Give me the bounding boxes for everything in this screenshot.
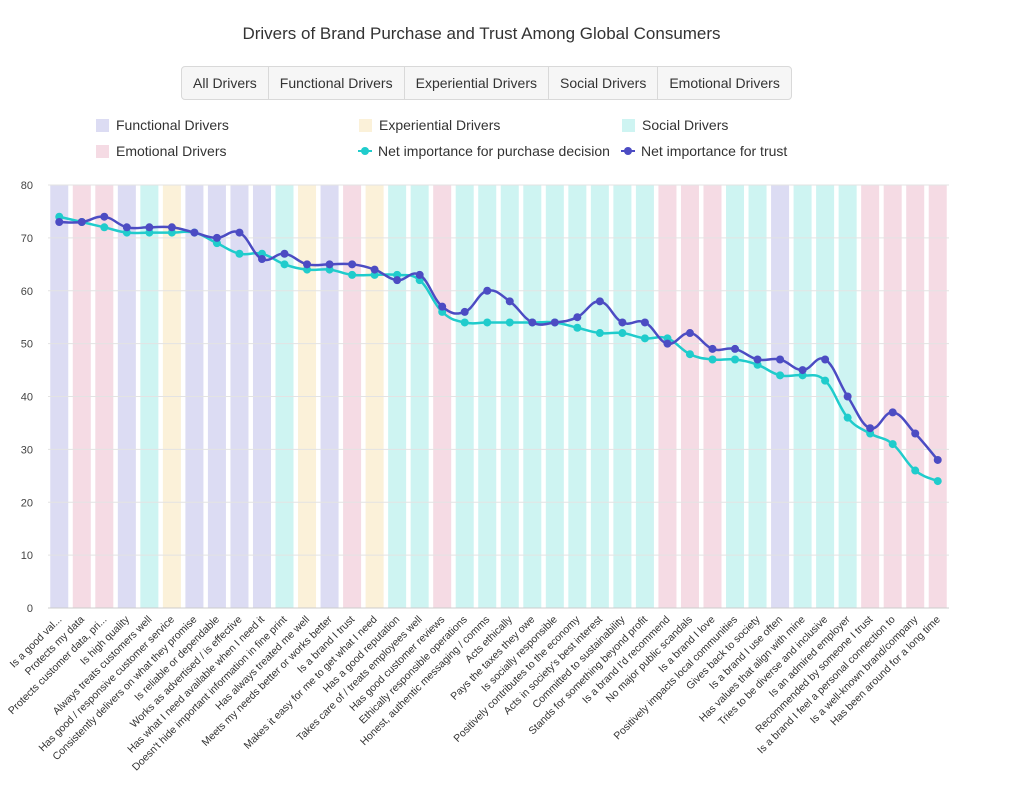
legend-symbol-trust <box>621 144 635 158</box>
trust-data-point <box>460 307 469 316</box>
trust-data-point <box>821 355 830 364</box>
trust-data-point <box>303 260 312 269</box>
purchase-data-point <box>933 477 942 486</box>
chart-title: Drivers of Brand Purchase and Trust Amon… <box>242 24 721 43</box>
legend-functional[interactable]: Functional Drivers <box>96 116 229 134</box>
driver-filter-tabs: All Drivers Functional Drivers Experient… <box>181 66 792 100</box>
purchase-data-point <box>595 329 604 338</box>
trust-data-point <box>348 260 357 269</box>
trust-data-point <box>438 302 447 311</box>
y-tick-label: 50 <box>21 339 33 351</box>
legend-emotional[interactable]: Emotional Drivers <box>96 142 226 160</box>
trust-data-point <box>866 424 875 433</box>
tab-all-drivers[interactable]: All Drivers <box>182 67 269 99</box>
trust-data-point <box>190 228 199 237</box>
purchase-data-point <box>911 466 920 475</box>
legend-label-experiential: Experiential Drivers <box>379 117 501 133</box>
trust-data-point <box>911 429 920 438</box>
trust-data-point <box>753 355 762 364</box>
trust-data-point <box>393 276 402 285</box>
trust-data-point <box>325 260 334 269</box>
y-tick-label: 20 <box>21 497 33 509</box>
y-tick-label: 80 <box>21 180 33 192</box>
trust-data-point <box>798 366 807 375</box>
trust-data-point <box>483 286 492 295</box>
purchase-data-point <box>483 318 492 327</box>
trust-data-point <box>550 318 559 327</box>
y-tick-label: 70 <box>21 233 33 245</box>
purchase-data-point <box>640 334 649 343</box>
trust-data-point <box>776 355 785 364</box>
purchase-data-point <box>888 440 897 449</box>
legend-symbol-purchase <box>358 144 372 158</box>
legend-swatch-functional <box>96 118 109 132</box>
y-tick-label: 60 <box>21 286 33 298</box>
legend-label-functional: Functional Drivers <box>116 117 229 133</box>
y-tick-label: 0 <box>27 603 33 615</box>
trust-data-point <box>370 265 379 274</box>
trust-data-point <box>257 255 266 264</box>
tab-experiential-drivers[interactable]: Experiential Drivers <box>405 67 549 99</box>
trust-data-point <box>663 339 672 348</box>
y-tick-label: 10 <box>21 550 33 562</box>
trust-data-point <box>888 408 897 417</box>
legend-label-emotional: Emotional Drivers <box>116 143 227 159</box>
purchase-data-point <box>573 323 582 332</box>
purchase-data-point <box>280 260 289 269</box>
purchase-data-point <box>731 355 740 364</box>
tab-emotional-drivers[interactable]: Emotional Drivers <box>669 75 780 91</box>
legend-trust[interactable]: Net importance for trust <box>621 142 787 160</box>
legend-social[interactable]: Social Drivers <box>622 116 728 134</box>
trust-data-point <box>100 212 109 221</box>
purchase-data-point <box>460 318 469 327</box>
trust-data-point <box>145 223 154 232</box>
trust-data-point <box>708 344 717 353</box>
trust-data-point <box>212 233 221 242</box>
trust-data-point <box>77 218 86 227</box>
trust-data-point <box>280 249 289 258</box>
trust-data-point <box>55 218 64 227</box>
y-tick-label: 40 <box>21 392 33 404</box>
purchase-data-point <box>348 270 357 279</box>
legend-purchase[interactable]: Net importance for purchase decision <box>358 142 610 160</box>
trust-data-point <box>528 318 537 327</box>
legend-swatch-social <box>622 118 635 132</box>
trust-data-point <box>167 223 176 232</box>
tab-social-drivers[interactable]: Social Drivers <box>549 67 659 99</box>
trust-data-point <box>618 318 627 327</box>
trust-data-point <box>685 329 694 338</box>
trust-data-point <box>933 455 942 464</box>
purchase-data-point <box>821 376 830 385</box>
purchase-data-point <box>843 413 852 422</box>
legend-label-social: Social Drivers <box>642 117 729 133</box>
legend-label-trust: Net importance for trust <box>641 143 788 159</box>
legend-label-purchase: Net importance for purchase decision <box>378 143 610 159</box>
trust-data-point <box>843 392 852 401</box>
trust-data-point <box>415 270 424 279</box>
legend-experiential[interactable]: Experiential Drivers <box>359 116 500 134</box>
tab-functional-drivers[interactable]: Functional Drivers <box>269 67 405 99</box>
trust-data-point <box>640 318 649 327</box>
purchase-data-point <box>618 329 627 338</box>
purchase-data-point <box>505 318 514 327</box>
trust-data-point <box>235 228 244 237</box>
legend-swatch-experiential <box>359 118 372 132</box>
trust-data-point <box>505 297 514 306</box>
purchase-data-point <box>235 249 244 258</box>
trust-data-point <box>122 223 131 232</box>
purchase-data-point <box>100 223 109 232</box>
trust-data-point <box>573 313 582 322</box>
legend-swatch-emotional <box>96 144 109 158</box>
purchase-data-point <box>685 350 694 359</box>
trust-data-point <box>731 344 740 353</box>
purchase-data-point <box>708 355 717 364</box>
trust-data-point <box>595 297 604 306</box>
purchase-data-point <box>776 371 785 380</box>
y-tick-label: 30 <box>21 444 33 456</box>
trust-series-line <box>59 215 939 461</box>
